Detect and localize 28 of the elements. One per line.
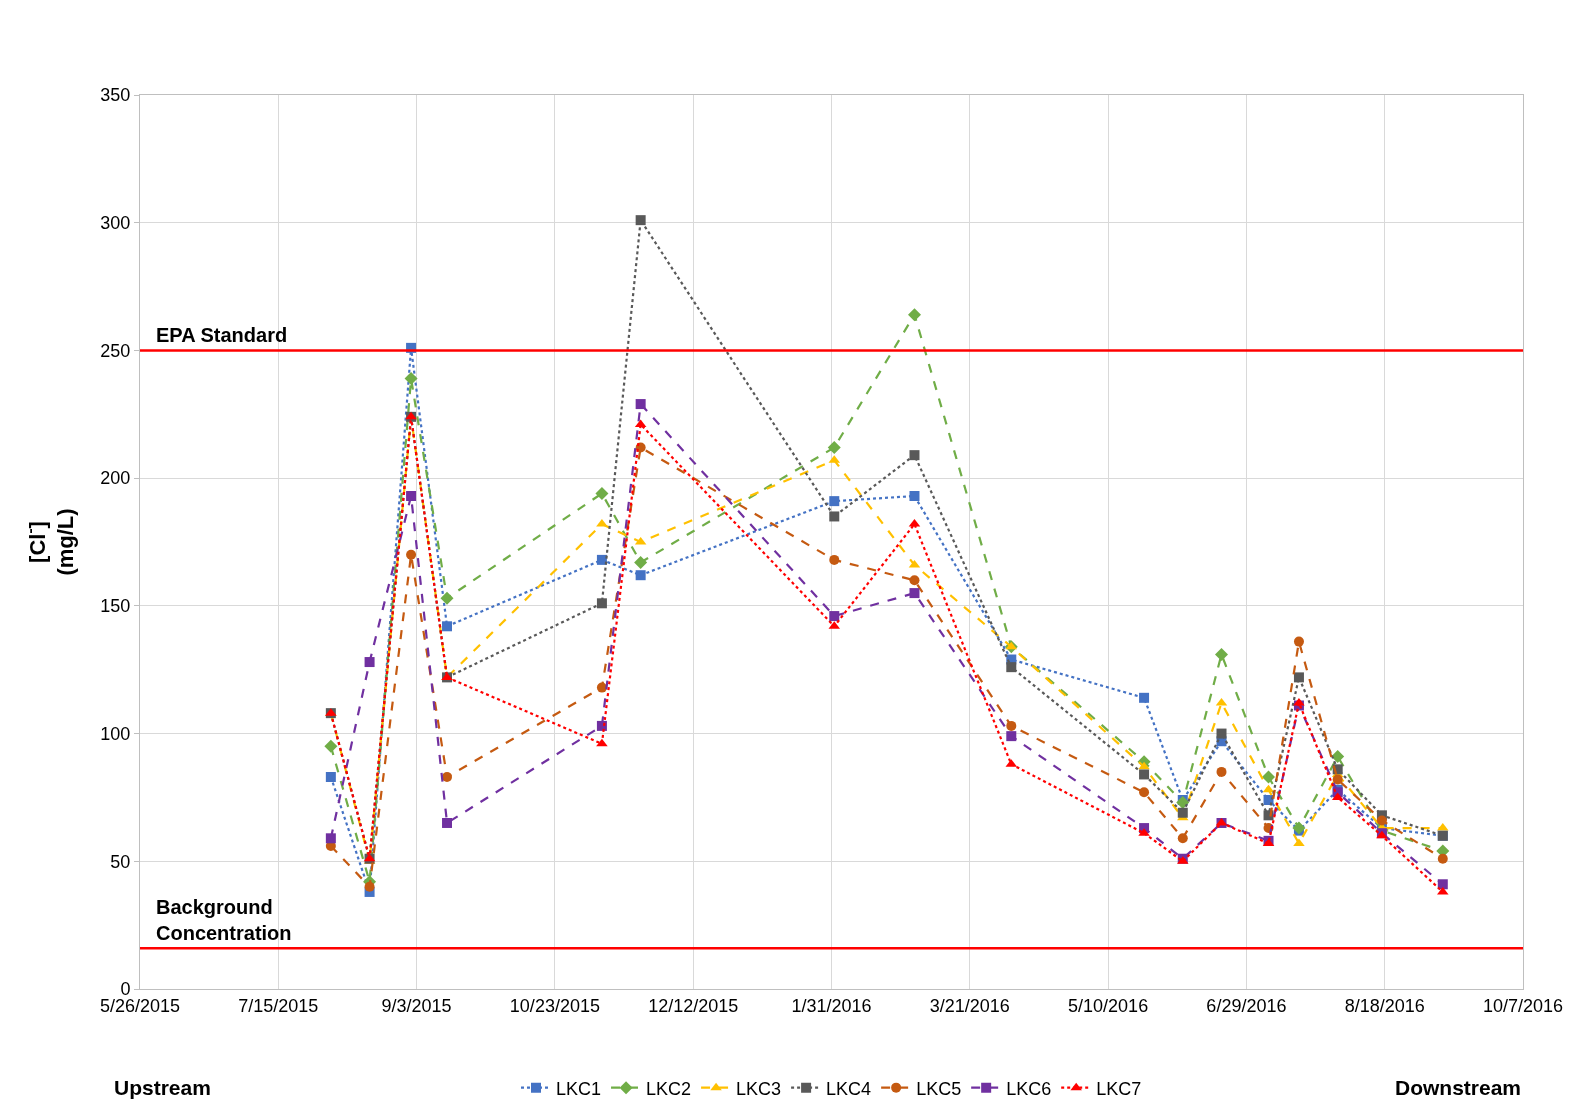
y-tick-label: 300 — [100, 213, 131, 234]
legend-label: LKC5 — [916, 1078, 962, 1099]
y-tick-label: 100 — [100, 723, 131, 744]
x-tick-label: 5/10/2016 — [1068, 995, 1149, 1016]
y-tick-label: 50 — [110, 851, 131, 872]
legend-label: LKC7 — [1096, 1078, 1142, 1099]
x-tick-label: 10/7/2016 — [1482, 995, 1564, 1016]
y-tick-label: 250 — [100, 340, 131, 361]
x-tick-label: 6/29/2016 — [1206, 995, 1287, 1016]
ref-line-label: EPA Standard — [156, 324, 288, 346]
y-tick-label: 350 — [100, 85, 131, 106]
legend-label: LKC6 — [1006, 1078, 1052, 1099]
x-tick-label: 9/3/2015 — [381, 995, 452, 1016]
legend-label: LKC3 — [736, 1078, 782, 1099]
ref-line-label: Background Concentration — [156, 896, 292, 944]
x-tick-label: 3/21/2016 — [929, 995, 1010, 1016]
text: Downstream — [1395, 1076, 1522, 1099]
x-tick-label: 1/31/2016 — [791, 995, 872, 1016]
x-tick-label: 12/12/2015 — [648, 995, 739, 1016]
y-tick-label: 200 — [100, 468, 131, 489]
y-tick-label: 150 — [100, 596, 131, 617]
x-tick-label: 10/23/2015 — [509, 995, 600, 1016]
text: Upstream — [114, 1076, 211, 1099]
legend-label: LKC1 — [556, 1078, 602, 1099]
x-tick-label: 8/18/2016 — [1344, 995, 1425, 1016]
legend-label: LKC2 — [646, 1078, 692, 1099]
x-tick-label: 7/15/2015 — [238, 995, 319, 1016]
legend-label: LKC4 — [826, 1078, 872, 1099]
